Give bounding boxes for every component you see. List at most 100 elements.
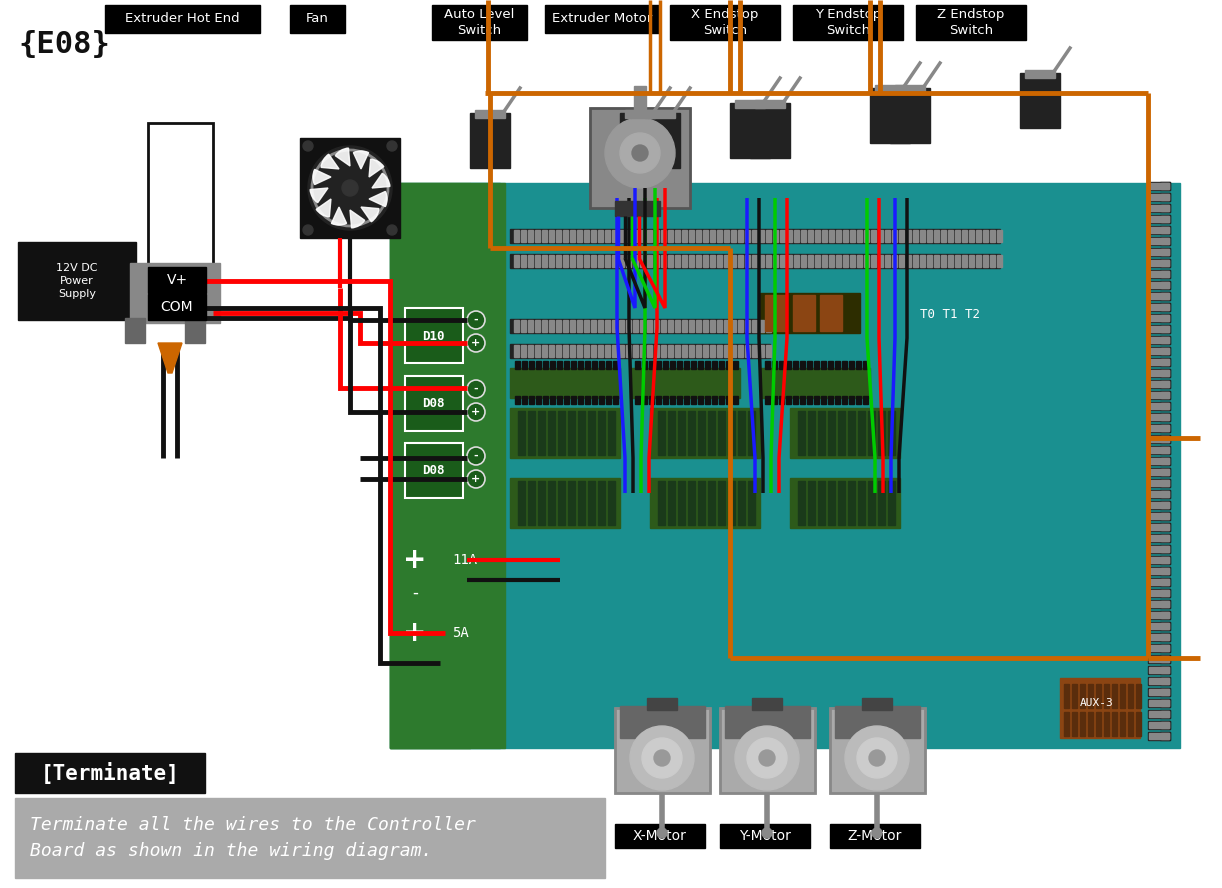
Bar [598, 481, 605, 525]
Bar [1149, 656, 1169, 662]
Bar [521, 255, 525, 267]
Bar [130, 263, 220, 323]
Bar [1160, 732, 1169, 740]
Bar [1161, 216, 1169, 222]
Bar [1161, 480, 1169, 486]
Bar [815, 230, 820, 242]
Bar [1161, 590, 1169, 596]
Bar [969, 255, 974, 267]
Bar [1147, 622, 1169, 630]
Bar [1160, 699, 1169, 707]
Bar [1147, 237, 1169, 245]
Text: +: + [472, 338, 480, 348]
Bar [514, 320, 519, 332]
Circle shape [747, 738, 787, 778]
Bar [545, 5, 660, 33]
Bar [620, 320, 624, 332]
Bar [1160, 633, 1169, 641]
Bar [1161, 183, 1169, 189]
Bar [1161, 271, 1169, 277]
Bar [885, 255, 890, 267]
Circle shape [303, 141, 313, 151]
Bar [1161, 601, 1169, 607]
Bar [895, 85, 925, 93]
Text: Extruder Hot End: Extruder Hot End [125, 12, 240, 26]
Bar [710, 320, 715, 332]
Bar [849, 361, 854, 369]
Bar [1161, 447, 1169, 453]
Bar [612, 230, 617, 242]
Bar [848, 481, 855, 525]
Bar [759, 230, 764, 242]
Bar [731, 320, 736, 332]
Bar [1160, 248, 1169, 256]
Bar [633, 345, 638, 357]
Bar [668, 320, 673, 332]
Bar [1149, 293, 1169, 299]
Bar [598, 320, 602, 332]
Bar [1161, 315, 1169, 321]
Bar [997, 230, 1002, 242]
Bar [772, 396, 777, 404]
Bar [934, 255, 938, 267]
Bar [105, 5, 260, 33]
Bar [684, 396, 689, 404]
Bar [1147, 468, 1169, 476]
Bar [1147, 402, 1169, 410]
Bar [1147, 611, 1169, 619]
Bar [1088, 684, 1092, 708]
Bar [864, 230, 869, 242]
Bar [1072, 684, 1077, 708]
Bar [615, 201, 660, 216]
Bar [577, 345, 582, 357]
Bar [793, 396, 798, 404]
Bar [1147, 457, 1169, 465]
Bar [1149, 623, 1169, 629]
Bar [1160, 226, 1169, 234]
Bar [888, 411, 895, 455]
Bar [703, 320, 708, 332]
Bar [1147, 413, 1169, 421]
Bar [664, 396, 668, 404]
Bar [738, 411, 745, 455]
Bar [1149, 238, 1169, 244]
Bar [1160, 281, 1169, 289]
Bar [626, 230, 631, 242]
Bar [857, 230, 862, 242]
Bar [557, 361, 562, 369]
Bar [475, 110, 505, 118]
Bar [609, 411, 615, 455]
Bar [1064, 712, 1069, 736]
Bar [1161, 260, 1169, 266]
Bar [748, 411, 755, 455]
Bar [793, 361, 798, 369]
Bar [547, 481, 555, 525]
Polygon shape [158, 343, 182, 373]
Bar [793, 295, 815, 331]
Bar [404, 308, 463, 363]
Bar [677, 396, 682, 404]
Bar [1160, 435, 1169, 443]
Bar [1121, 712, 1125, 736]
Bar [698, 411, 705, 455]
Bar [765, 396, 770, 404]
Bar [615, 708, 710, 793]
Bar [657, 411, 665, 455]
Bar [848, 411, 855, 455]
Bar [786, 361, 791, 369]
Bar [678, 411, 686, 455]
Bar [1161, 689, 1169, 695]
Bar [646, 320, 653, 332]
Text: 11A: 11A [452, 553, 477, 567]
Wedge shape [316, 199, 331, 217]
Bar [626, 255, 631, 267]
Bar [510, 319, 770, 333]
Bar [752, 345, 756, 357]
Bar [1160, 358, 1169, 366]
Bar [535, 255, 540, 267]
Bar [521, 320, 525, 332]
Bar [522, 361, 527, 369]
Circle shape [303, 225, 313, 235]
Bar [528, 320, 533, 332]
Bar [543, 320, 547, 332]
